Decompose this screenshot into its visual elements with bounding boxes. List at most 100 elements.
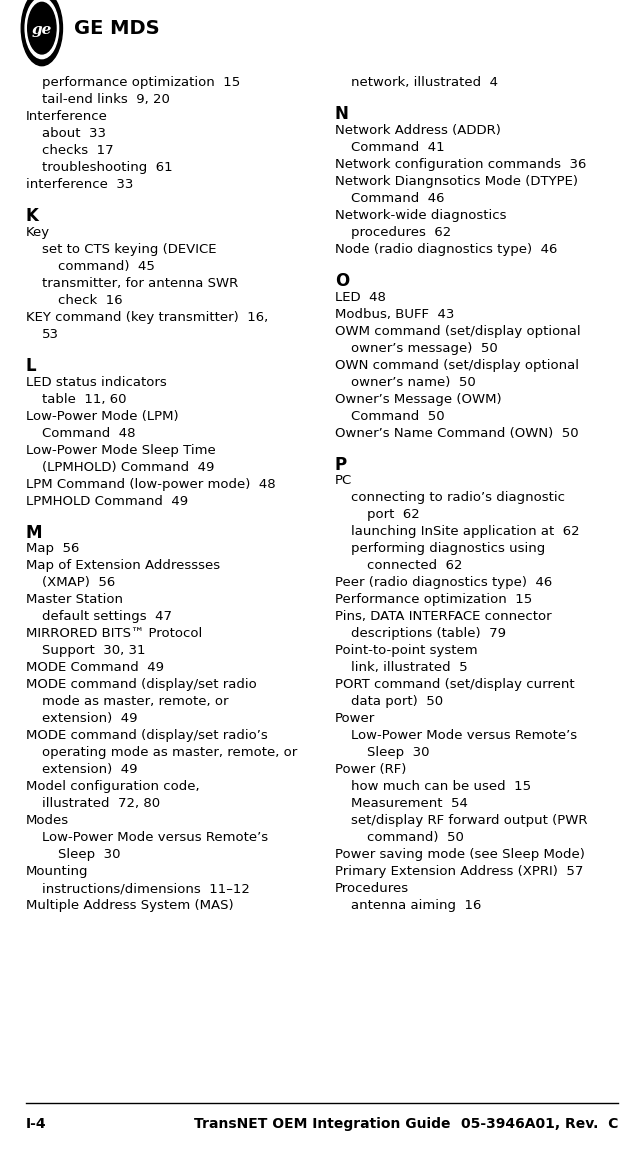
Text: Master Station: Master Station xyxy=(26,594,123,606)
Circle shape xyxy=(25,0,59,59)
Text: interference  33: interference 33 xyxy=(26,178,133,191)
Text: Pins, DATA INTERFACE connector: Pins, DATA INTERFACE connector xyxy=(335,610,551,623)
Text: default settings  47: default settings 47 xyxy=(42,610,172,623)
Text: Key: Key xyxy=(26,226,50,239)
Text: tail-end links  9, 20: tail-end links 9, 20 xyxy=(42,93,170,107)
Text: how much can be used  15: how much can be used 15 xyxy=(351,780,531,793)
Text: MODE command (display/set radio: MODE command (display/set radio xyxy=(26,678,256,691)
Text: LPM Command (low-power mode)  48: LPM Command (low-power mode) 48 xyxy=(26,477,276,490)
Text: 05-3946A01, Rev.  C: 05-3946A01, Rev. C xyxy=(461,1117,618,1131)
Text: TransNET OEM Integration Guide: TransNET OEM Integration Guide xyxy=(194,1117,450,1131)
Text: Model configuration code,: Model configuration code, xyxy=(26,780,200,793)
Text: owner’s name)  50: owner’s name) 50 xyxy=(351,375,476,388)
Text: Network configuration commands  36: Network configuration commands 36 xyxy=(335,158,586,171)
Text: P: P xyxy=(335,455,347,474)
Text: extension)  49: extension) 49 xyxy=(42,764,137,777)
Text: PC: PC xyxy=(335,474,352,487)
Text: antenna aiming  16: antenna aiming 16 xyxy=(351,900,481,913)
Text: troubleshooting  61: troubleshooting 61 xyxy=(42,161,173,175)
Text: Sleep  30: Sleep 30 xyxy=(367,746,430,759)
Text: MIRRORED BITS™ Protocol: MIRRORED BITS™ Protocol xyxy=(26,628,202,640)
Text: Performance optimization  15: Performance optimization 15 xyxy=(335,594,532,606)
Text: operating mode as master, remote, or: operating mode as master, remote, or xyxy=(42,746,297,759)
Text: Network Diangnsotics Mode (DTYPE): Network Diangnsotics Mode (DTYPE) xyxy=(335,175,578,188)
Circle shape xyxy=(28,2,56,54)
Text: table  11, 60: table 11, 60 xyxy=(42,393,126,406)
Text: LED status indicators: LED status indicators xyxy=(26,375,167,388)
Text: link, illustrated  5: link, illustrated 5 xyxy=(351,662,468,674)
Text: checks  17: checks 17 xyxy=(42,144,113,157)
Text: OWN command (set/display optional: OWN command (set/display optional xyxy=(335,359,579,372)
Text: data port)  50: data port) 50 xyxy=(351,696,443,708)
Text: LED  48: LED 48 xyxy=(335,291,386,304)
Text: Interference: Interference xyxy=(26,110,108,123)
Text: OWM command (set/display optional: OWM command (set/display optional xyxy=(335,325,580,338)
Text: PORT command (set/display current: PORT command (set/display current xyxy=(335,678,574,691)
Text: Measurement  54: Measurement 54 xyxy=(351,798,468,811)
Text: MODE command (display/set radio’s: MODE command (display/set radio’s xyxy=(26,730,267,743)
Text: network, illustrated  4: network, illustrated 4 xyxy=(351,76,498,89)
Text: LPMHOLD Command  49: LPMHOLD Command 49 xyxy=(26,495,188,508)
Text: performing diagnostics using: performing diagnostics using xyxy=(351,542,545,555)
Text: extension)  49: extension) 49 xyxy=(42,712,137,725)
Text: launching InSite application at  62: launching InSite application at 62 xyxy=(351,526,580,538)
Text: Multiple Address System (MAS): Multiple Address System (MAS) xyxy=(26,900,233,913)
Text: owner’s message)  50: owner’s message) 50 xyxy=(351,341,498,354)
Text: Support  30, 31: Support 30, 31 xyxy=(42,644,146,657)
Text: about  33: about 33 xyxy=(42,127,106,141)
Text: mode as master, remote, or: mode as master, remote, or xyxy=(42,696,229,708)
Text: Low-Power Mode versus Remote’s: Low-Power Mode versus Remote’s xyxy=(351,730,577,743)
Text: (LPMHOLD) Command  49: (LPMHOLD) Command 49 xyxy=(42,461,214,474)
Text: Map  56: Map 56 xyxy=(26,542,79,555)
Text: Owner’s Message (OWM): Owner’s Message (OWM) xyxy=(335,393,502,406)
Text: set to CTS keying (DEVICE: set to CTS keying (DEVICE xyxy=(42,243,216,256)
Text: performance optimization  15: performance optimization 15 xyxy=(42,76,240,89)
Text: Network-wide diagnostics: Network-wide diagnostics xyxy=(335,209,506,222)
Text: Map of Extension Addressses: Map of Extension Addressses xyxy=(26,560,220,572)
Text: port  62: port 62 xyxy=(367,508,420,521)
Text: O: O xyxy=(335,272,349,290)
Text: Command  48: Command 48 xyxy=(42,427,135,440)
Circle shape xyxy=(21,0,62,66)
Text: Modbus, BUFF  43: Modbus, BUFF 43 xyxy=(335,307,454,320)
Text: instructions/dimensions  11–12: instructions/dimensions 11–12 xyxy=(42,882,250,895)
Text: Point-to-point system: Point-to-point system xyxy=(335,644,477,657)
Text: descriptions (table)  79: descriptions (table) 79 xyxy=(351,628,506,640)
Text: L: L xyxy=(26,357,36,375)
Text: Mounting: Mounting xyxy=(26,866,88,879)
Text: Command  41: Command 41 xyxy=(351,141,444,154)
Text: command)  45: command) 45 xyxy=(58,260,155,273)
Text: Primary Extension Address (XPRI)  57: Primary Extension Address (XPRI) 57 xyxy=(335,866,583,879)
Text: MODE Command  49: MODE Command 49 xyxy=(26,662,164,674)
Text: connecting to radio’s diagnostic: connecting to radio’s diagnostic xyxy=(351,491,565,504)
Text: KEY command (key transmitter)  16,: KEY command (key transmitter) 16, xyxy=(26,311,268,324)
Text: 53: 53 xyxy=(42,328,59,341)
Text: Power: Power xyxy=(335,712,375,725)
Text: GE MDS: GE MDS xyxy=(74,19,160,38)
Text: Power saving mode (see Sleep Mode): Power saving mode (see Sleep Mode) xyxy=(335,848,585,861)
Text: Procedures: Procedures xyxy=(335,882,409,895)
Text: Low-Power Mode (LPM): Low-Power Mode (LPM) xyxy=(26,409,178,422)
Text: Command  50: Command 50 xyxy=(351,409,444,422)
Text: I-4: I-4 xyxy=(26,1117,46,1131)
Text: procedures  62: procedures 62 xyxy=(351,226,451,239)
Text: connected  62: connected 62 xyxy=(367,560,462,572)
Text: Sleep  30: Sleep 30 xyxy=(58,848,120,861)
Text: transmitter, for antenna SWR: transmitter, for antenna SWR xyxy=(42,277,238,290)
Text: check  16: check 16 xyxy=(58,294,122,307)
Text: Low-Power Mode Sleep Time: Low-Power Mode Sleep Time xyxy=(26,443,216,456)
Text: (XMAP)  56: (XMAP) 56 xyxy=(42,576,115,589)
Text: K: K xyxy=(26,208,39,225)
Text: illustrated  72, 80: illustrated 72, 80 xyxy=(42,798,160,811)
Text: N: N xyxy=(335,106,349,123)
Text: Peer (radio diagnostics type)  46: Peer (radio diagnostics type) 46 xyxy=(335,576,552,589)
Text: Command  46: Command 46 xyxy=(351,192,444,205)
Text: M: M xyxy=(26,523,43,542)
Text: command)  50: command) 50 xyxy=(367,832,464,845)
Text: set/display RF forward output (PWR: set/display RF forward output (PWR xyxy=(351,814,587,827)
Text: Network Address (ADDR): Network Address (ADDR) xyxy=(335,124,501,137)
Text: Power (RF): Power (RF) xyxy=(335,764,406,777)
Text: Node (radio diagnostics type)  46: Node (radio diagnostics type) 46 xyxy=(335,243,557,256)
Text: Owner’s Name Command (OWN)  50: Owner’s Name Command (OWN) 50 xyxy=(335,427,578,440)
Text: ge: ge xyxy=(32,23,52,38)
